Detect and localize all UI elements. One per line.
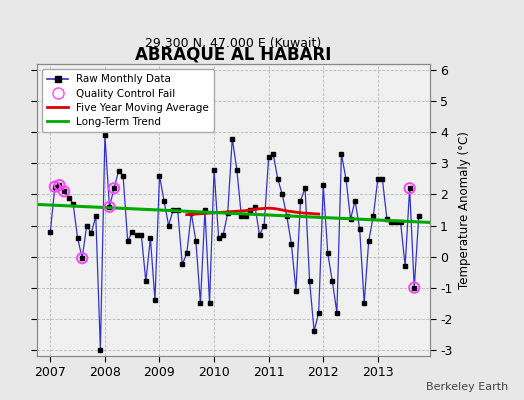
Point	[51, 184, 59, 190]
Point	[110, 185, 118, 192]
Point	[78, 255, 86, 261]
Point	[410, 284, 419, 291]
Text: Berkeley Earth: Berkeley Earth	[426, 382, 508, 392]
Text: 29.300 N, 47.000 E (Kuwait): 29.300 N, 47.000 E (Kuwait)	[145, 37, 321, 50]
Point	[60, 188, 68, 194]
Y-axis label: Temperature Anomaly (°C): Temperature Anomaly (°C)	[458, 131, 471, 289]
Point	[55, 182, 63, 188]
Point	[406, 185, 414, 192]
Point	[105, 204, 114, 210]
Title: ABRAQUE AL HABARI: ABRAQUE AL HABARI	[135, 46, 331, 64]
Legend: Raw Monthly Data, Quality Control Fail, Five Year Moving Average, Long-Term Tren: Raw Monthly Data, Quality Control Fail, …	[42, 69, 214, 132]
